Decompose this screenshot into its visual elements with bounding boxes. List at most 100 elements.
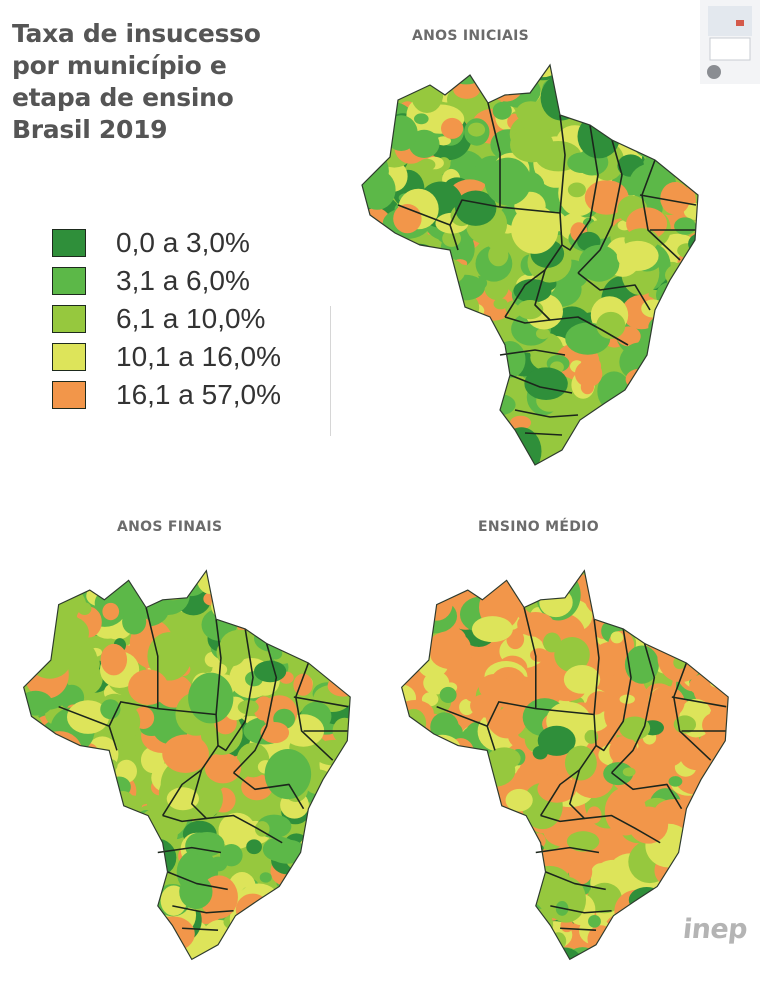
- municipality-cluster: [312, 862, 342, 897]
- municipality-cluster: [439, 686, 457, 703]
- municipality-cluster: [331, 570, 351, 580]
- municipality-cluster: [329, 864, 350, 888]
- municipality-cluster: [170, 570, 186, 578]
- legend-swatch-2: [52, 267, 86, 295]
- municipality-cluster: [418, 789, 458, 835]
- municipality-cluster: [466, 853, 481, 865]
- municipality-cluster: [500, 899, 546, 943]
- municipality-cluster: [705, 853, 729, 882]
- municipality-cluster: [66, 882, 103, 925]
- municipality-cluster: [362, 135, 378, 163]
- municipality-cluster: [418, 311, 439, 333]
- municipality-cluster: [652, 692, 677, 714]
- municipality-cluster: [654, 390, 696, 427]
- municipality-cluster: [23, 808, 49, 837]
- municipality-cluster: [643, 88, 660, 107]
- municipality-cluster: [468, 934, 494, 959]
- state-boundary: [172, 905, 234, 914]
- municipality-cluster: [727, 794, 729, 805]
- municipality-cluster: [61, 864, 93, 886]
- municipality-cluster: [618, 91, 658, 123]
- municipality-cluster: [662, 570, 693, 581]
- municipality-cluster: [684, 411, 698, 432]
- municipality-cluster: [590, 574, 630, 610]
- municipality-cluster: [681, 313, 698, 353]
- municipality-cluster: [124, 929, 171, 960]
- municipality-cluster: [362, 397, 377, 429]
- municipality-cluster: [664, 628, 699, 659]
- municipality-cluster: [664, 572, 708, 620]
- municipality-cluster: [587, 882, 622, 914]
- municipality-cluster: [230, 557, 249, 569]
- municipality-cluster: [362, 70, 380, 105]
- municipality-cluster: [304, 936, 341, 960]
- municipality-cluster: [654, 944, 687, 960]
- municipality-cluster: [60, 570, 83, 576]
- municipality-cluster: [402, 888, 422, 910]
- municipality-cluster: [385, 247, 407, 270]
- municipality-cluster: [313, 806, 351, 854]
- municipality-cluster: [518, 948, 538, 960]
- municipality-cluster: [610, 911, 654, 949]
- municipality-cluster: [423, 937, 440, 953]
- municipality-cluster: [438, 863, 482, 894]
- municipality-cluster: [403, 592, 430, 620]
- municipality-cluster: [620, 70, 650, 96]
- municipality-cluster: [475, 339, 503, 357]
- state-boundary: [217, 628, 254, 752]
- municipality-cluster: [67, 700, 109, 734]
- municipality-cluster: [418, 158, 436, 171]
- municipality-cluster: [401, 783, 405, 802]
- municipality-cluster: [110, 923, 143, 949]
- municipality-cluster: [306, 894, 344, 932]
- state-boundary: [611, 643, 656, 774]
- municipality-cluster: [665, 319, 682, 330]
- municipality-cluster: [280, 927, 316, 957]
- municipality-cluster: [313, 946, 331, 959]
- municipality-cluster: [458, 929, 487, 950]
- municipality-cluster: [685, 309, 698, 344]
- municipality-cluster: [467, 122, 486, 137]
- legend-label-5: 16,1 a 57,0%: [116, 379, 282, 410]
- municipality-cluster: [401, 243, 439, 278]
- municipality-cluster: [51, 913, 67, 926]
- municipality-cluster: [324, 896, 351, 918]
- municipality-cluster: [24, 891, 39, 907]
- municipality-cluster: [474, 574, 491, 590]
- municipality-cluster: [722, 864, 729, 882]
- municipality-cluster: [650, 887, 684, 921]
- municipality-cluster: [401, 570, 431, 583]
- municipality-cluster: [379, 65, 409, 73]
- municipality-cluster: [602, 570, 636, 597]
- municipality-cluster: [329, 802, 342, 815]
- municipality-cluster: [56, 932, 79, 946]
- map-title-anos-finais: ANOS FINAIS: [117, 519, 223, 535]
- municipality-cluster: [656, 570, 693, 606]
- municipality-cluster: [430, 639, 472, 670]
- municipality-cluster: [397, 302, 421, 328]
- municipality-cluster: [631, 570, 645, 580]
- municipality-cluster: [23, 892, 29, 912]
- municipality-cluster: [329, 927, 351, 952]
- municipality-cluster: [670, 953, 691, 960]
- municipality-cluster: [508, 673, 524, 684]
- municipality-cluster: [561, 75, 608, 117]
- municipality-cluster: [392, 281, 407, 293]
- municipality-cluster: [23, 690, 53, 716]
- legend-swatch-3: [52, 305, 86, 333]
- municipality-cluster: [124, 570, 142, 572]
- municipality-cluster: [189, 570, 235, 582]
- municipality-cluster: [350, 387, 361, 406]
- municipality-cluster: [566, 831, 600, 852]
- municipality-cluster: [610, 103, 637, 124]
- municipality-cluster: [678, 87, 698, 114]
- municipality-cluster: [610, 631, 624, 644]
- municipality-cluster: [420, 585, 453, 621]
- municipality-cluster: [260, 721, 290, 744]
- municipality-cluster: [464, 830, 504, 875]
- municipality-cluster: [661, 391, 684, 411]
- municipality-cluster: [567, 152, 598, 173]
- legend-item-1: 0,0 a 3,0%: [52, 226, 281, 260]
- municipality-cluster: [23, 842, 42, 880]
- state-boundary: [595, 628, 632, 752]
